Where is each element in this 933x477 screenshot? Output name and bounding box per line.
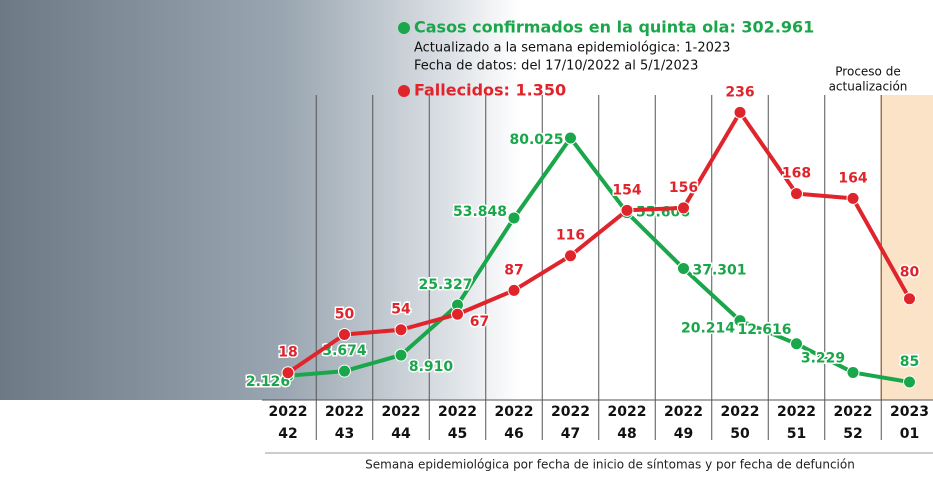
data-label: 53.848 — [453, 204, 507, 220]
data-label: 164 — [838, 170, 867, 186]
x-tick-label: 2022 — [834, 404, 873, 420]
x-tick-label: 01 — [900, 426, 919, 442]
chart: Casos confirmados en la quinta ola: 302.… — [0, 0, 933, 477]
data-label: 154 — [612, 182, 641, 198]
legend-marker — [398, 85, 410, 97]
x-tick-label: 48 — [617, 426, 636, 442]
annotation: Proceso de — [835, 65, 900, 79]
data-label: 156 — [669, 180, 698, 196]
x-tick-label: 43 — [335, 426, 354, 442]
data-label: 87 — [504, 262, 523, 278]
point — [791, 338, 803, 350]
x-tick-label: 47 — [561, 426, 580, 442]
point — [847, 192, 859, 204]
data-label: 18 — [278, 345, 297, 361]
point — [565, 250, 577, 262]
x-tick-label: 2022 — [777, 404, 816, 420]
data-label: 50 — [335, 307, 355, 323]
point — [452, 308, 464, 320]
data-label: 12.616 — [737, 322, 791, 338]
x-tick-label: 2022 — [664, 404, 703, 420]
legend-label: Fallecidos: 1.350 — [414, 81, 566, 100]
x-tick-label: 2022 — [551, 404, 590, 420]
point — [339, 365, 351, 377]
data-label: 80 — [900, 265, 920, 281]
x-tick-label: 51 — [787, 426, 806, 442]
x-tick-label: 50 — [730, 426, 750, 442]
data-label: 168 — [782, 166, 811, 182]
x-tick-label: 2022 — [269, 404, 308, 420]
data-label: 54 — [391, 302, 411, 318]
data-label: 20.214 — [681, 321, 735, 337]
point — [282, 367, 294, 379]
point — [508, 212, 520, 224]
subtitle: Actualizado a la semana epidemiológica: … — [414, 41, 730, 56]
point — [734, 106, 746, 118]
data-label: 85 — [900, 354, 919, 370]
point — [847, 366, 859, 378]
subtitle: Fecha de datos: del 17/10/2022 al 5/1/20… — [414, 59, 698, 74]
legend-label: Casos confirmados en la quinta ola: 302.… — [414, 18, 814, 37]
point — [791, 188, 803, 200]
x-tick-label: 49 — [674, 426, 693, 442]
x-tick-label: 44 — [391, 426, 411, 442]
data-label: 116 — [556, 228, 585, 244]
data-label: 25.327 — [418, 277, 472, 293]
point — [339, 329, 351, 341]
point — [621, 204, 633, 216]
point — [678, 202, 690, 214]
x-tick-label: 46 — [504, 426, 523, 442]
x-tick-label: 2022 — [608, 404, 647, 420]
data-label: 67 — [470, 314, 489, 330]
data-label: 236 — [725, 84, 754, 100]
point — [904, 293, 916, 305]
annotation: actualización — [829, 80, 908, 94]
point — [678, 262, 690, 274]
x-tick-label: 2022 — [495, 404, 534, 420]
x-tick-label: 2022 — [438, 404, 477, 420]
data-label: 8.910 — [409, 359, 454, 375]
point — [395, 349, 407, 361]
data-label: 80.025 — [509, 132, 563, 148]
point — [565, 132, 577, 144]
x-tick-label: 2022 — [721, 404, 760, 420]
x-axis-label: Semana epidemiológica por fecha de inici… — [365, 458, 855, 472]
x-tick-label: 45 — [448, 426, 467, 442]
x-tick-label: 42 — [278, 426, 297, 442]
point — [904, 376, 916, 388]
data-label: 3.229 — [801, 350, 845, 366]
x-tick-label: 2023 — [890, 404, 929, 420]
x-tick-label: 52 — [843, 426, 862, 442]
x-tick-label: 2022 — [325, 404, 364, 420]
point — [508, 284, 520, 296]
data-label: 37.301 — [692, 262, 746, 278]
legend-marker — [398, 22, 410, 34]
x-tick-label: 2022 — [382, 404, 421, 420]
point — [395, 324, 407, 336]
